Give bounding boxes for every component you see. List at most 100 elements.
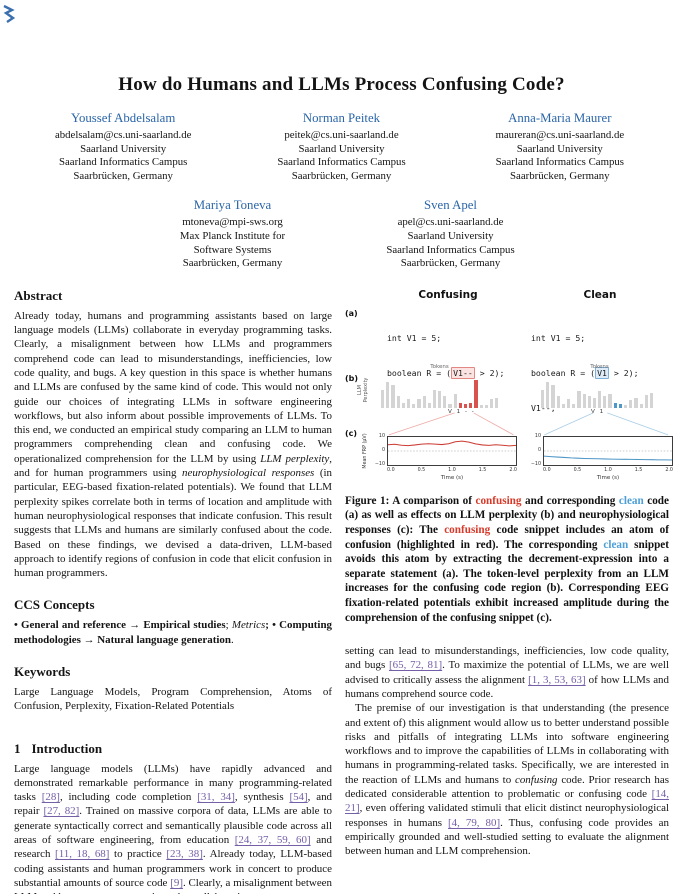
author-block: Youssef Abdelsalam abdelsalam@cs.uni-saa… xyxy=(14,111,232,183)
authors-row-1: Youssef Abdelsalam abdelsalam@cs.uni-saa… xyxy=(14,111,669,183)
author-block: Norman Peitek peitek@cs.uni-saarland.de … xyxy=(232,111,450,183)
perplexity-bar xyxy=(489,398,494,408)
two-column-body: Abstract Already today, humans and progr… xyxy=(14,287,673,894)
citation-link[interactable]: [4, 79, 80] xyxy=(448,816,501,829)
panel-label-a: (a) xyxy=(345,308,358,318)
citation-link[interactable]: [31, 34] xyxy=(197,791,235,804)
x-tick-label: 0.5 xyxy=(417,467,426,473)
perplexity-bar xyxy=(427,402,431,408)
author-affiliation: Max Planck Institute for xyxy=(179,229,286,242)
perplexity-bar xyxy=(608,394,612,408)
bars-clean xyxy=(541,374,659,408)
frp-yticks-clean: 10 0 −10 xyxy=(530,433,541,467)
perplexity-bar xyxy=(484,405,488,408)
ccs-concept-italic: Metrics xyxy=(231,619,266,632)
citation-link[interactable]: [9] xyxy=(170,876,183,889)
author-affiliation: Saarland Informatics Campus xyxy=(58,156,188,169)
caption-confusing-red: confusing xyxy=(444,523,491,536)
author-name: Youssef Abdelsalam xyxy=(71,111,176,125)
citation-link[interactable]: [23, 38] xyxy=(166,848,203,861)
ccs-arrow: → xyxy=(126,619,144,632)
perplexity-bar xyxy=(618,404,622,408)
code-line: int V1 = 5; xyxy=(531,332,586,343)
author-name: Anna-Maria Maurer xyxy=(508,111,612,125)
author-name: Mariya Toneva xyxy=(193,198,272,213)
perplexity-bar xyxy=(422,396,426,408)
x-tick-label: 1.5 xyxy=(478,467,487,473)
code-line: boolean R = (V1-- > 2); xyxy=(387,366,505,379)
caption-clean-blue: clean xyxy=(618,494,644,507)
confusion-atom-highlight: V1-- xyxy=(451,366,475,379)
code-line: int V1 = 5; xyxy=(387,332,442,343)
author-affiliation: Saarbrücken, Germany xyxy=(400,257,501,270)
perplexity-bar xyxy=(613,403,617,408)
author-name: Sven Apel xyxy=(424,198,477,213)
section-number: 1 xyxy=(14,740,21,756)
perplexity-bar xyxy=(587,396,591,408)
perplexity-bar xyxy=(639,403,643,408)
citation-link[interactable]: [28] xyxy=(41,791,60,804)
citation-link[interactable]: [54] xyxy=(289,791,308,804)
bars-y-axis-label: LLM Perplexity xyxy=(357,377,369,403)
perplexity-bar xyxy=(479,404,483,408)
ccs-concept: Natural language generation xyxy=(97,633,231,646)
introduction-heading: 1 Introduction xyxy=(14,741,332,757)
citation-link[interactable]: [27, 82] xyxy=(43,805,80,818)
ccs-concept: Empirical studies xyxy=(143,619,226,632)
abstract-italic: LLM perplexity xyxy=(260,452,330,465)
citation-link[interactable]: [14, 21] xyxy=(345,788,669,815)
caption-confusing-red: confusing xyxy=(475,494,522,507)
author-affiliation: Saarland Informatics Campus xyxy=(386,243,515,256)
abstract-italic: neurophysiological responses xyxy=(182,467,315,480)
figure-col-header-clean: Clean xyxy=(583,288,617,301)
abstract-heading: Abstract xyxy=(14,287,63,303)
perplexity-bar xyxy=(603,396,607,408)
code-line: boolean R = (V1 > 2); xyxy=(531,366,639,379)
perplexity-bar xyxy=(592,398,597,408)
perplexity-bar xyxy=(649,392,654,408)
confusing-italic: confusing xyxy=(514,773,558,786)
perplexity-bar xyxy=(448,403,452,408)
author-affiliation: Saarbrücken, Germany xyxy=(73,169,173,182)
citation-link[interactable]: [65, 72, 81] xyxy=(389,659,443,672)
perplexity-bar xyxy=(464,404,468,408)
perplexity-bar xyxy=(572,404,576,408)
perplexity-bar xyxy=(624,405,628,408)
citation-link[interactable]: [1, 3, 53, 63] xyxy=(528,673,586,686)
x-tick-label: 2.0 xyxy=(509,467,517,473)
author-affiliation: Saarbrücken, Germany xyxy=(291,169,392,182)
perplexity-bar xyxy=(443,396,447,408)
citation-link[interactable]: [24, 37, 59, 60] xyxy=(234,834,311,847)
author-email: peitek@cs.uni-saarland.de xyxy=(284,129,399,141)
bars-title-clean: Tokens xyxy=(590,363,609,370)
author-affiliation: Saarbrücken, Germany xyxy=(510,169,610,182)
ccs-arrow: → xyxy=(80,633,98,646)
intro-paragraph-3: The premise of our investigation is that… xyxy=(345,702,669,858)
author-email: mtoneva@mpi-sws.org xyxy=(182,216,283,229)
keywords-heading: Keywords xyxy=(14,663,71,679)
perplexity-bar xyxy=(401,402,405,408)
author-affiliation: Saarbrücken, Germany xyxy=(182,257,283,270)
perplexity-bar xyxy=(406,399,411,408)
caption-clean-blue: clean xyxy=(603,538,629,551)
author-affiliation: Software Systems xyxy=(193,243,272,256)
clean-expression-highlight: V1 xyxy=(595,366,609,379)
perplexity-bar xyxy=(561,403,565,408)
frp-yticks-confusing: 10 0 −10 xyxy=(374,433,385,467)
x-tick-label: 1.5 xyxy=(634,467,643,473)
frp-confusing xyxy=(387,435,517,466)
keywords-text: Large Language Models, Program Comprehen… xyxy=(14,685,332,713)
citation-link[interactable]: [11, 18, 68] xyxy=(55,848,110,861)
perplexity-bar xyxy=(396,396,400,408)
perplexity-bar xyxy=(566,398,571,408)
corner-mark xyxy=(3,4,16,23)
perplexity-bar xyxy=(438,391,442,408)
panel-label-b: (b) xyxy=(345,373,359,383)
intro-paragraph-1: Large language models (LLMs) have rapidl… xyxy=(14,762,333,894)
frp-y-axis-label: Mean FRP (µV) xyxy=(363,433,368,469)
author-block: Anna-Maria Maurer maureran@cs.uni-saarla… xyxy=(451,111,669,183)
ccs-concept: General and reference xyxy=(21,619,127,632)
author-email: apel@cs.uni-saarland.de xyxy=(397,216,504,229)
perplexity-bar xyxy=(417,398,421,408)
